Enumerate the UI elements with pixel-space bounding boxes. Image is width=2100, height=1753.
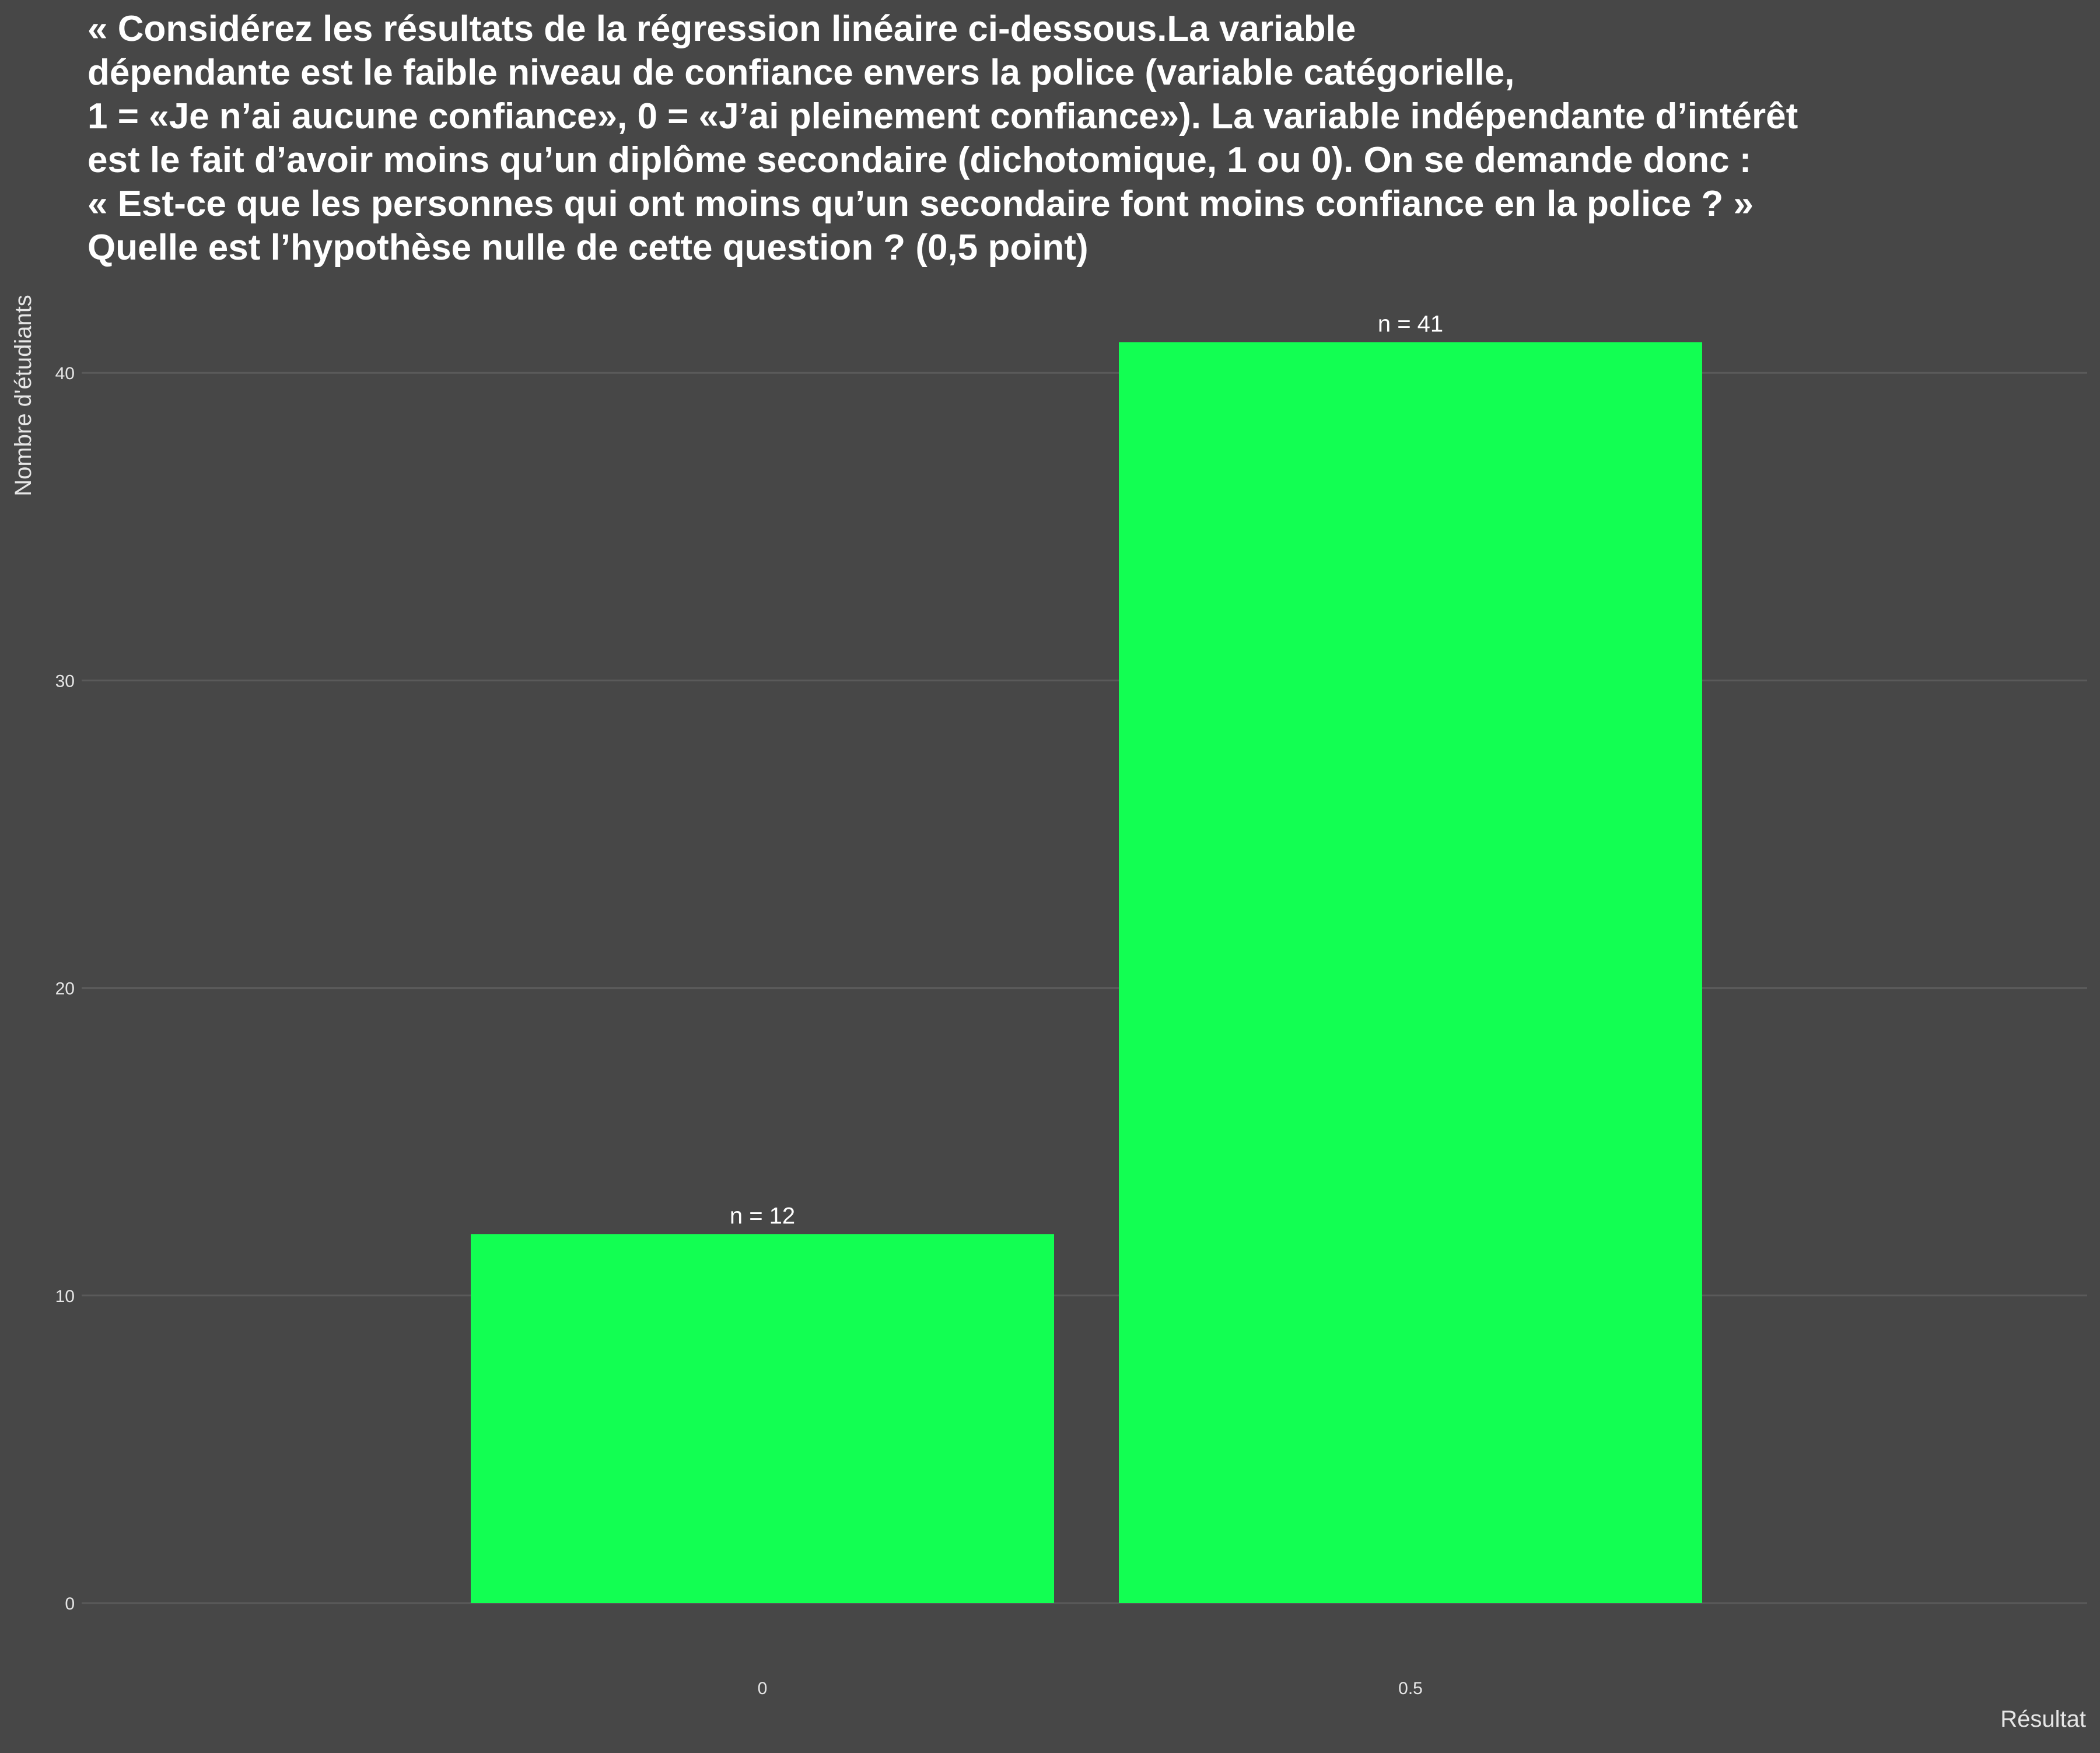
chart-title-line: 1 = «Je n’ai aucune confiance», 0 = «J’a… [88,96,1798,137]
chart-title-line: dépendante est le faible niveau de confi… [88,53,1515,93]
y-tick-label: 20 [55,979,75,999]
chart-title-line: est le fait d’avoir moins qu’un diplôme … [88,140,1751,180]
y-tick-label: 0 [65,1594,75,1614]
chart-title-line: « Considérez les résultats de la régress… [88,9,1356,49]
x-tick-labels: 0 0.5 [758,1679,1423,1698]
y-gridlines [82,372,2087,1604]
y-axis-title: Nombre d'étudiants [10,295,36,496]
bars [471,342,1702,1603]
y-tick-label: 10 [55,1287,75,1306]
y-tick-label: 40 [55,364,75,383]
chart-title-line: Quelle est l’hypothèse nulle de cette qu… [88,228,1088,268]
data-labels: n = 12 n = 41 [730,311,1443,1229]
data-label: n = 41 [1378,311,1443,337]
x-tick-label: 0 [758,1679,768,1698]
bar [1119,342,1702,1603]
bar [471,1234,1054,1603]
x-tick-label: 0.5 [1398,1679,1423,1698]
data-label: n = 12 [730,1203,795,1229]
x-axis-title: Résultat [2000,1706,2086,1732]
chart-title-line: « Est-ce que les personnes qui ont moins… [88,184,1754,224]
chart-title: « Considérez les résultats de la régress… [88,9,1798,268]
y-tick-label: 30 [55,671,75,691]
y-tick-labels: 0 10 20 30 40 [55,364,75,1614]
